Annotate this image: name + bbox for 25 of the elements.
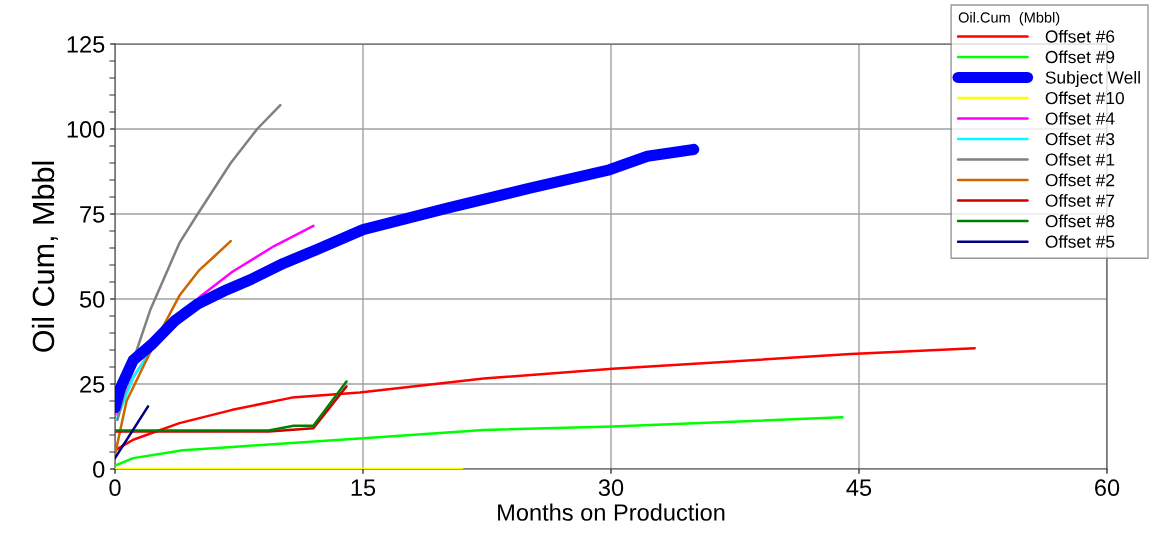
y-tick-label: 125 <box>67 36 105 53</box>
legend-label: Offset #9 <box>1045 50 1115 64</box>
x-tick-label: 0 <box>109 479 121 497</box>
legend-label: Offset #2 <box>1045 173 1115 187</box>
legend-label: Offset #5 <box>1045 235 1115 248</box>
legend-label: Offset #1 <box>1045 153 1115 166</box>
x-tick-label: 45 <box>846 479 872 497</box>
y-tick-label: 50 <box>79 291 105 308</box>
legend-label: Offset #8 <box>1045 214 1115 228</box>
legend-label: Offset #6 <box>1045 29 1115 43</box>
legend-title: Oil.Cum (Mbbl) <box>958 11 1060 26</box>
legend-label: Offset #10 <box>1045 91 1124 105</box>
x-tick-label: 60 <box>1095 479 1120 497</box>
legend-label: Offset #3 <box>1045 132 1115 146</box>
x-axis-title: Months on Production <box>498 503 725 521</box>
legend-label: Subject Well <box>1045 70 1140 88</box>
y-tick-label: 25 <box>80 376 105 393</box>
y-tick-label: 100 <box>67 121 105 138</box>
y-tick-label: 0 <box>93 461 105 478</box>
y-axis-title: Oil Cum, Mbbl <box>31 161 58 352</box>
legend-label: Offset #4 <box>1045 111 1115 125</box>
x-tick-label: 30 <box>598 479 624 497</box>
x-tick-label: 15 <box>351 479 376 497</box>
y-tick-label: 75 <box>80 206 105 223</box>
legend-label: Offset #7 <box>1045 194 1115 207</box>
